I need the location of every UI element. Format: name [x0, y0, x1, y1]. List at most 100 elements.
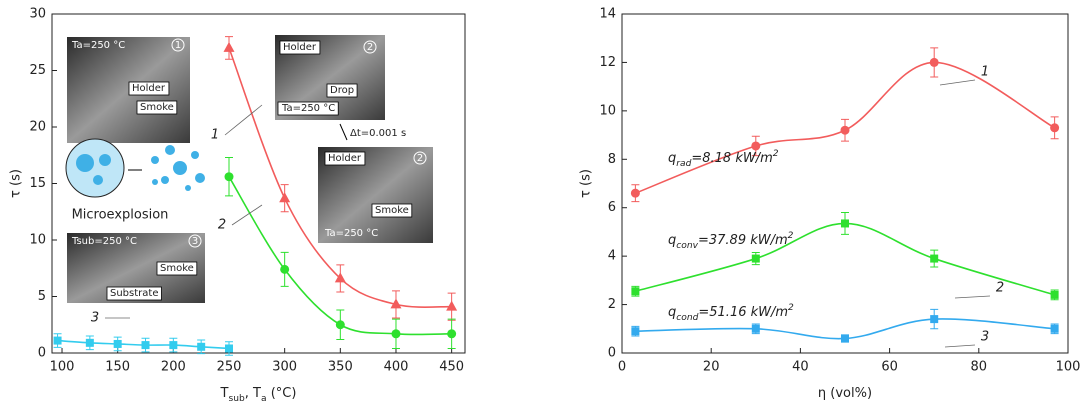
- x-axis-label-sub: sub: [229, 394, 246, 404]
- inset-label: Substrate: [110, 288, 158, 299]
- label-box: [279, 40, 321, 55]
- marker: [930, 254, 939, 263]
- x-tick-label: 150: [105, 360, 130, 375]
- inset-number-ring: [188, 234, 202, 248]
- marker: [335, 320, 345, 330]
- x-tick-label: 60: [881, 360, 898, 375]
- x-tick-label: 0: [618, 360, 626, 375]
- curve-label-leader: [224, 104, 263, 136]
- inset-label: Ta=250 °C: [71, 40, 125, 51]
- inset-label: Ta=250 °C: [281, 103, 335, 114]
- y-tick-label: 12: [599, 55, 616, 70]
- fragment: [173, 161, 187, 175]
- x-tick-label: 250: [217, 360, 242, 375]
- marker: [141, 341, 150, 350]
- marker: [841, 334, 849, 343]
- fragment: [195, 173, 205, 183]
- marker: [225, 344, 233, 353]
- y-tick-label: 25: [29, 63, 46, 78]
- marker: [447, 329, 457, 339]
- y-tick-label: 20: [29, 120, 46, 135]
- x-axis-label: η (vol%): [818, 386, 872, 401]
- marker: [113, 339, 122, 348]
- fragment: [152, 179, 158, 185]
- fragment: [185, 185, 191, 191]
- marker: [53, 336, 62, 345]
- inset-photo: [67, 37, 190, 143]
- fragment: [93, 175, 103, 185]
- marker: [1050, 123, 1060, 133]
- inset-number-ring: [363, 40, 377, 54]
- marker: [751, 141, 761, 151]
- x-tick-label: 200: [161, 360, 186, 375]
- marker: [631, 327, 640, 336]
- annotation-sub: conv: [676, 241, 698, 251]
- x-tick-label: 350: [328, 360, 353, 375]
- label-box: [326, 83, 358, 98]
- marker: [841, 219, 849, 228]
- y-tick-label: 30: [29, 7, 46, 22]
- y-tick-label: 10: [599, 103, 616, 118]
- inset-label: Smoke: [160, 263, 194, 274]
- series-line: [228, 47, 452, 308]
- marker: [279, 192, 291, 203]
- fragment: [99, 154, 111, 166]
- y-tick-label: 8: [608, 152, 616, 167]
- label-box: [371, 203, 413, 218]
- marker: [631, 287, 640, 296]
- marker: [840, 125, 850, 135]
- y-axis-label: τ (s): [579, 169, 594, 198]
- x-axis-label-part: (°C): [267, 386, 297, 401]
- plot-frame: [621, 13, 1069, 354]
- inset-number-ring: [171, 38, 185, 52]
- curve-label-leader: [231, 204, 263, 226]
- y-tick-label: 0: [608, 346, 616, 361]
- annotation-part: =8.18 kW/m: [691, 151, 772, 166]
- annotation-part: =37.89 kW/m: [698, 233, 788, 248]
- annotation: qconv=37.89 kW/m2: [668, 231, 794, 251]
- droplet: [65, 138, 125, 198]
- marker: [751, 254, 760, 263]
- marker: [630, 188, 640, 198]
- x-tick-label: 300: [272, 360, 297, 375]
- note: Microexplosion: [72, 208, 169, 223]
- marker: [334, 272, 346, 283]
- inset-label: Tsub=250 °C: [71, 236, 137, 247]
- x-tick-label: 40: [792, 360, 809, 375]
- fragment: [191, 151, 199, 159]
- marker: [169, 341, 178, 350]
- curve-label-leader: [954, 295, 991, 299]
- curve-label: 2: [218, 218, 226, 233]
- annotation: qrad=8.18 kW/m2: [668, 149, 779, 169]
- annotation-sup: 2: [788, 231, 794, 241]
- y-tick-label: 5: [38, 289, 46, 304]
- fragment: [165, 145, 175, 155]
- marker: [446, 300, 458, 311]
- curve-label: 1: [211, 128, 219, 143]
- annotation-sup: 2: [773, 149, 779, 159]
- x-tick-label: 20: [703, 360, 720, 375]
- marker: [751, 324, 760, 333]
- inset-label: 2: [417, 153, 423, 164]
- y-tick-label: 6: [608, 200, 616, 215]
- inset-label: Holder: [328, 153, 362, 164]
- fragment: [161, 176, 169, 184]
- label-box: [324, 151, 366, 166]
- x-tick-label: 400: [384, 360, 409, 375]
- x-axis-label: Tsub, Ta (°C): [220, 386, 297, 404]
- annotation-sub: cond: [676, 313, 698, 323]
- y-tick-label: 14: [599, 7, 616, 22]
- series-line: [228, 176, 452, 336]
- curve-label: 3: [981, 330, 989, 345]
- x-tick-label: 450: [439, 360, 464, 375]
- curve-label: 3: [91, 311, 99, 326]
- marker: [390, 298, 402, 309]
- y-tick-label: 2: [608, 297, 616, 312]
- curve-label-leader: [939, 79, 976, 86]
- y-tick-label: 15: [29, 176, 46, 191]
- annotation-part: q: [668, 305, 676, 320]
- annotation-part: q: [668, 233, 676, 248]
- y-tick-label: 0: [38, 346, 46, 361]
- annotation-part: q: [668, 151, 676, 166]
